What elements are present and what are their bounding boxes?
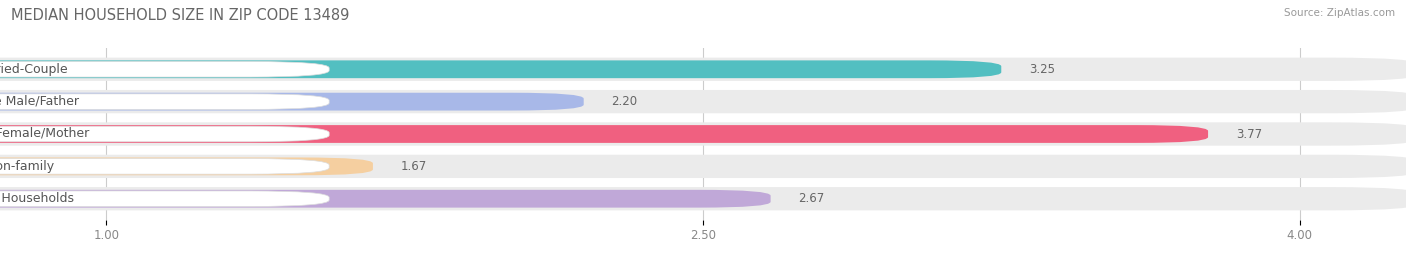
Text: 2.20: 2.20 [612, 95, 638, 108]
FancyBboxPatch shape [0, 62, 329, 77]
FancyBboxPatch shape [0, 58, 1406, 81]
Text: Total Households: Total Households [0, 192, 75, 205]
Text: MEDIAN HOUSEHOLD SIZE IN ZIP CODE 13489: MEDIAN HOUSEHOLD SIZE IN ZIP CODE 13489 [11, 8, 350, 23]
Text: Single Female/Mother: Single Female/Mother [0, 128, 89, 140]
FancyBboxPatch shape [0, 191, 329, 206]
Text: 2.67: 2.67 [799, 192, 825, 205]
FancyBboxPatch shape [0, 190, 770, 208]
FancyBboxPatch shape [0, 125, 1208, 143]
FancyBboxPatch shape [0, 158, 373, 175]
FancyBboxPatch shape [0, 155, 1406, 178]
FancyBboxPatch shape [0, 93, 583, 110]
FancyBboxPatch shape [0, 122, 1406, 146]
Text: Source: ZipAtlas.com: Source: ZipAtlas.com [1284, 8, 1395, 18]
Text: 3.77: 3.77 [1236, 128, 1263, 140]
Text: 1.67: 1.67 [401, 160, 427, 173]
FancyBboxPatch shape [0, 187, 1406, 210]
Text: 3.25: 3.25 [1029, 63, 1054, 76]
Text: Non-family: Non-family [0, 160, 55, 173]
FancyBboxPatch shape [0, 126, 329, 142]
FancyBboxPatch shape [0, 90, 1406, 113]
Text: Married-Couple: Married-Couple [0, 63, 69, 76]
FancyBboxPatch shape [0, 60, 1001, 78]
FancyBboxPatch shape [0, 159, 329, 174]
FancyBboxPatch shape [0, 94, 329, 109]
Text: Single Male/Father: Single Male/Father [0, 95, 79, 108]
